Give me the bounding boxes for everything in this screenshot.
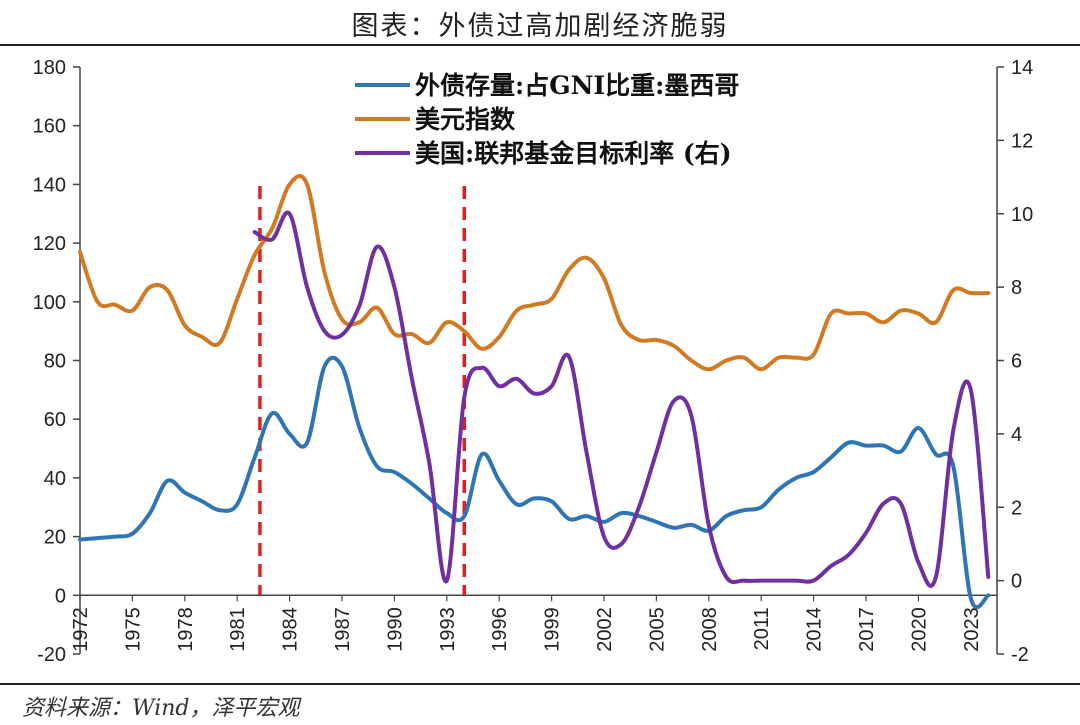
series-line-2 [252, 210, 991, 588]
left-tick-label: 80 [44, 351, 66, 373]
x-tick-label: 2011 [751, 607, 773, 650]
chart-area: 180160140120100806040200-2014121086420-2… [33, 57, 1034, 666]
left-tick-label: 20 [44, 527, 66, 549]
x-tick-label: 1990 [384, 607, 406, 652]
right-tick-label: 0 [1011, 571, 1022, 593]
x-tick-label: 1999 [542, 607, 564, 652]
left-tick-label: 100 [33, 292, 66, 314]
right-tick-label: 4 [1011, 424, 1022, 446]
right-tick-label: 8 [1011, 277, 1022, 299]
chart-frame: 180160140120100806040200-2014121086420-2… [33, 57, 1034, 666]
bottom-divider [0, 683, 1080, 685]
page-title: 图表：外债过高加剧经济脆弱 [351, 11, 729, 42]
right-tick-label: 6 [1011, 351, 1022, 373]
left-tick-label: 180 [33, 57, 66, 79]
right-tick-label: 14 [1011, 57, 1033, 79]
x-tick-label: 2002 [594, 607, 616, 652]
x-tick-label: 2005 [646, 607, 668, 652]
right-tick-label: 2 [1011, 497, 1022, 519]
legend-label: 外债存量:占GNI比重:墨西哥 [415, 71, 739, 100]
left-tick-label: 60 [44, 409, 66, 431]
right-tick-label: 12 [1011, 130, 1033, 152]
x-tick-label: 2008 [699, 607, 721, 652]
left-tick-label: 140 [33, 174, 66, 196]
x-tick-label: 1978 [175, 607, 197, 652]
legend-label: 美国:联邦基金目标利率 (右) [415, 139, 732, 168]
series-line-0 [78, 355, 991, 609]
left-tick-label: 160 [33, 116, 66, 138]
x-tick-label: 2014 [804, 607, 826, 652]
x-tick-label: 1975 [122, 607, 144, 652]
left-tick-label: -20 [37, 644, 66, 666]
left-tick-label: 0 [55, 585, 66, 607]
top-divider [0, 44, 1080, 46]
left-tick-label: 120 [33, 233, 66, 255]
series-line-1 [78, 174, 991, 372]
vertical-markers [258, 186, 467, 596]
x-tick-label: 1972 [70, 607, 92, 652]
legend-label: 美元指数 [415, 105, 516, 134]
x-tick-label: 1996 [489, 607, 511, 652]
x-tick-label: 1981 [227, 607, 249, 652]
x-tick-label: 1984 [280, 607, 302, 652]
x-tick-label: 1993 [437, 607, 459, 652]
series-lines [78, 174, 991, 609]
right-tick-label: 10 [1011, 204, 1033, 226]
x-tick-label: 1987 [332, 607, 354, 652]
right-tick-label: -2 [1011, 644, 1029, 666]
x-tick-label: 2023 [961, 607, 983, 652]
source-note: 资料来源：Wind，泽平宏观 [22, 696, 300, 721]
left-tick-label: 40 [44, 468, 66, 490]
x-tick-label: 2020 [908, 607, 930, 652]
x-tick-label: 2017 [856, 607, 878, 652]
